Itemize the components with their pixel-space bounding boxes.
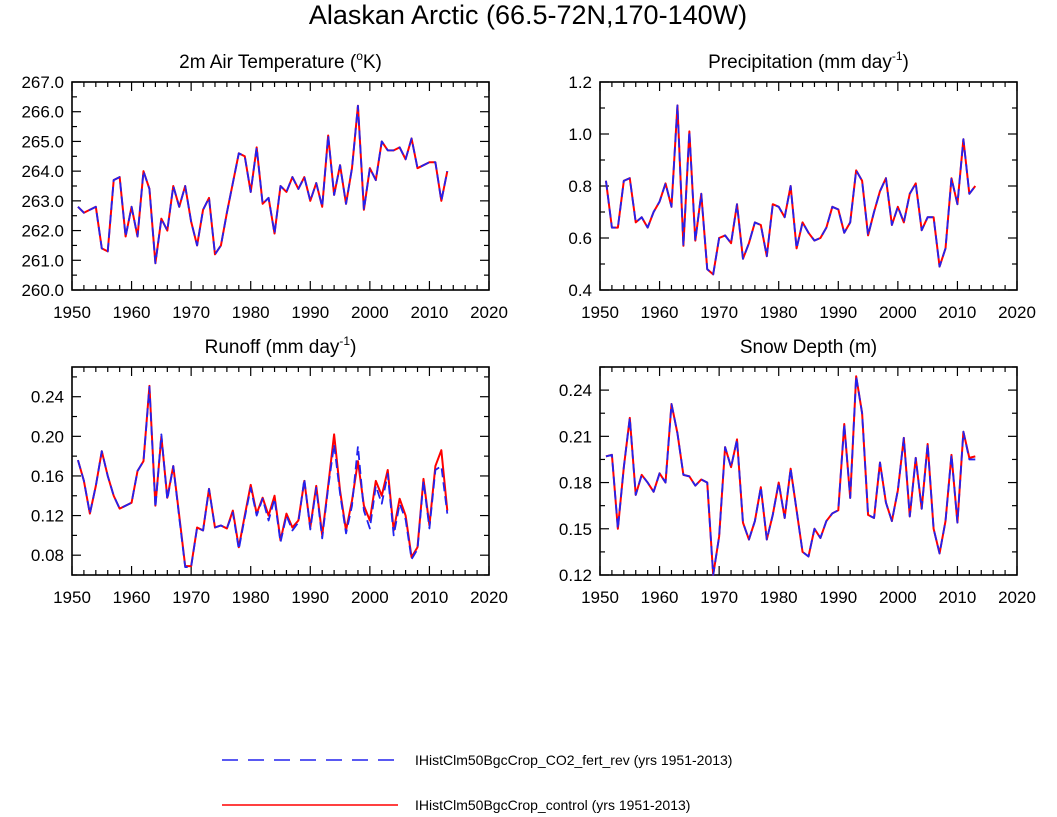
x-tick-label: 2010 (411, 303, 449, 322)
x-tick-label: 1960 (641, 303, 679, 322)
y-tick-label: 1.0 (568, 125, 592, 144)
y-tick-label: 0.18 (559, 474, 592, 493)
plot-frame (71, 366, 490, 576)
y-tick-label: 0.12 (31, 507, 64, 526)
panel-title-runoff: Runoff (mm day-1) (205, 334, 357, 358)
x-tick-label: 1950 (53, 588, 91, 607)
panel-title-snow-depth: Snow Depth (m) (740, 337, 877, 358)
x-tick-label: 1980 (232, 303, 270, 322)
x-tick-label: 1990 (819, 588, 857, 607)
legend-label-co2: IHistClm50BgcCrop_CO2_fert_rev (yrs 1951… (415, 752, 732, 768)
x-tick-label: 1980 (232, 588, 270, 607)
x-tick-label: 1980 (760, 588, 798, 607)
y-tick-label: 263.0 (21, 192, 64, 211)
x-tick-label: 2020 (998, 303, 1036, 322)
x-tick-label: 2010 (411, 588, 449, 607)
x-tick-label: 2000 (879, 303, 917, 322)
x-tick-label: 1970 (700, 588, 738, 607)
y-tick-label: 0.24 (31, 388, 64, 407)
x-tick-label: 2000 (351, 588, 389, 607)
x-tick-label: 2010 (939, 303, 977, 322)
legend: IHistClm50BgcCrop_CO2_fert_rev (yrs 1951… (222, 752, 732, 813)
x-tick-label: 2000 (351, 303, 389, 322)
series-line-co2-fert-rev (605, 375, 976, 576)
x-tick-label: 1950 (53, 303, 91, 322)
series-line-control (76, 384, 449, 568)
panel-air-temperature: 2m Air Temperature (oK) 1950 1960 1970 1980 1… (21, 49, 507, 322)
panel-precipitation: Precipitation (mm day-1) 1950 1960 1970 1980… (568, 49, 1036, 322)
series-line-control (77, 104, 449, 265)
x-tick-label: 1990 (819, 303, 857, 322)
y-tick-label: 264.0 (21, 162, 64, 181)
x-tick-label: 1970 (700, 303, 738, 322)
panel-title-air-temperature: 2m Air Temperature (oK) (179, 49, 382, 73)
x-tick-label: 1990 (291, 588, 329, 607)
page-title: Alaskan Arctic (66.5-72N,170-140W) (309, 0, 747, 30)
series-line-co2-fert-rev (605, 104, 977, 276)
x-tick-label: 1960 (113, 303, 151, 322)
x-tick-label: 1950 (581, 303, 619, 322)
x-tick-label: 1980 (760, 303, 798, 322)
y-tick-label: 0.15 (559, 520, 592, 539)
y-tick-label: 0.24 (559, 381, 592, 400)
plot-frame (599, 81, 1018, 291)
series-line-co2-fert-rev (77, 104, 449, 265)
x-tick-label: 2020 (998, 588, 1036, 607)
y-tick-label: 262.0 (21, 222, 64, 241)
y-tick-label: 0.12 (559, 566, 592, 585)
x-tick-label: 2010 (939, 588, 977, 607)
x-tick-label: 1960 (113, 588, 151, 607)
y-tick-label: 266.0 (21, 103, 64, 122)
series-line-co2-fert-rev (77, 385, 449, 568)
x-tick-label: 2000 (879, 588, 917, 607)
y-tick-label: 267.0 (21, 73, 64, 92)
x-tick-label: 1950 (581, 588, 619, 607)
panel-snow-depth: Snow Depth (m) 1950 1960 1970 1980 1990 2000 20… (559, 337, 1036, 607)
x-tick-label: 1970 (172, 303, 210, 322)
y-tick-label: 0.8 (568, 177, 592, 196)
x-tick-label: 1970 (172, 588, 210, 607)
panel-runoff: Runoff (mm day-1) 1950 1960 1970 1980 1990 200… (31, 334, 508, 607)
x-tick-label: 2020 (470, 588, 508, 607)
y-tick-label: 260.0 (21, 281, 64, 300)
y-tick-label: 0.20 (31, 427, 64, 446)
y-tick-label: 1.2 (568, 73, 592, 92)
y-tick-label: 0.16 (31, 467, 64, 486)
legend-label-control: IHistClm50BgcCrop_control (yrs 1951-2013… (415, 797, 690, 813)
y-tick-label: 261.0 (21, 251, 64, 270)
panel-title-precipitation: Precipitation (mm day-1) (708, 49, 909, 73)
plot-frame (599, 366, 1018, 576)
x-tick-label: 2020 (470, 303, 508, 322)
y-tick-label: 0.21 (559, 427, 592, 446)
y-tick-label: 0.08 (31, 546, 64, 565)
y-tick-label: 0.6 (568, 229, 592, 248)
y-tick-label: 265.0 (21, 132, 64, 151)
y-tick-label: 0.4 (568, 281, 592, 300)
x-tick-label: 1960 (641, 588, 679, 607)
x-tick-label: 1990 (291, 303, 329, 322)
